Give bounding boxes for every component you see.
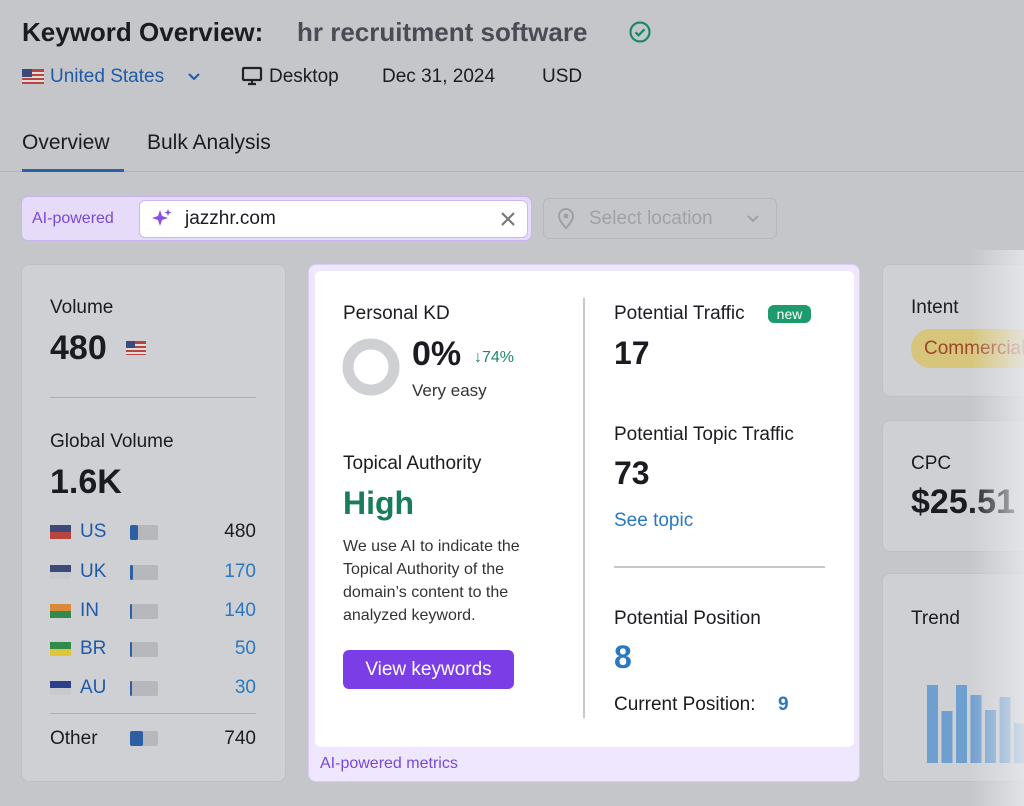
volume-value: 480 [50, 329, 107, 367]
tab-divider [0, 171, 1024, 172]
trend-bar [956, 685, 967, 763]
divider [583, 298, 585, 718]
ta-description: We use AI to indicate the Topical Author… [343, 538, 520, 624]
country-volume[interactable]: 50 [234, 638, 256, 659]
trend-label: Trend [911, 608, 960, 629]
country-volume: 480 [224, 521, 256, 542]
country-code[interactable]: US [80, 521, 107, 542]
volume-label: Volume [50, 297, 114, 318]
us-flag [22, 69, 44, 84]
domain-input[interactable] [139, 200, 528, 238]
kd-difficulty: Very easy [412, 381, 487, 400]
pp-label: Potential Position [614, 608, 761, 629]
pp-value: 8 [614, 639, 632, 675]
kd-label: Personal KD [343, 303, 450, 324]
global-volume-label: Global Volume [50, 431, 174, 452]
country-code[interactable]: IN [80, 600, 99, 621]
pt-value: 17 [614, 335, 650, 371]
tab-overview[interactable]: Overview [22, 131, 110, 154]
pt-label: Potential Traffic [614, 303, 745, 324]
kd-change: ↓74% [474, 349, 515, 366]
tab-underline [22, 169, 124, 172]
location-select[interactable] [543, 198, 777, 239]
ai-badge: AI-powered [32, 210, 114, 227]
divider [50, 713, 256, 714]
current-position-value: 9 [778, 694, 789, 715]
share-bar [130, 604, 133, 619]
country-flag [50, 642, 71, 656]
divider [614, 566, 825, 568]
other-label: Other [50, 728, 98, 749]
us-flag [126, 341, 146, 355]
country-flag [50, 525, 71, 539]
domain: jazzhr.com [185, 208, 276, 229]
country-select[interactable]: United States [50, 66, 165, 87]
trend-bar [927, 685, 938, 763]
current-position-label: Current Position: [614, 694, 756, 715]
kd-value: 0% [412, 335, 462, 373]
ptt-value: 73 [614, 455, 650, 491]
clear-icon[interactable] [499, 210, 517, 228]
share-bar [130, 525, 139, 540]
fade-overlay [970, 250, 1024, 806]
divider [50, 397, 256, 398]
pin-icon [557, 207, 575, 230]
date: Dec 31, 2024 [382, 66, 496, 87]
global-volume-value: 1.6K [50, 463, 122, 501]
view-keywords-button[interactable]: View keywords [343, 650, 514, 689]
ai-metrics-footer: AI-powered metrics [320, 755, 458, 772]
kd-donut [342, 338, 400, 396]
cpc-label: CPC [911, 453, 952, 474]
country-volume[interactable]: 170 [224, 561, 256, 582]
share-bar-track [130, 604, 158, 619]
keyword: hr recruitment software [297, 17, 588, 47]
share-bar [130, 642, 132, 657]
share-bar-track [130, 642, 158, 657]
country-code[interactable]: AU [80, 677, 107, 698]
ta-label: Topical Authority [343, 453, 482, 474]
device: Desktop [269, 66, 339, 87]
share-bar-track [130, 565, 158, 580]
country-flag [50, 681, 71, 695]
sparkle-icon [152, 209, 172, 226]
share-bar [130, 731, 143, 746]
share-bar [130, 565, 133, 580]
country-code[interactable]: UK [80, 561, 107, 582]
other-volume: 740 [224, 728, 256, 749]
chevron [188, 73, 200, 81]
country-flag [50, 604, 71, 618]
country-code[interactable]: BR [80, 638, 107, 659]
trend-bar [941, 711, 953, 763]
currency: USD [542, 66, 583, 87]
page-title: Keyword Overview: [22, 17, 264, 47]
country-volume[interactable]: 30 [234, 677, 256, 698]
verified-icon [629, 21, 651, 43]
desktop-icon [241, 66, 263, 86]
tab-bulk[interactable]: Bulk Analysis [147, 131, 271, 154]
share-bar-track [130, 681, 158, 696]
country-flag [50, 565, 71, 579]
see-topic-link[interactable]: See topic [614, 510, 694, 531]
ta-value: High [343, 485, 415, 521]
chevron [747, 215, 759, 223]
intent-label: Intent [911, 297, 959, 318]
new-badge: new [768, 305, 811, 323]
share-bar [130, 681, 132, 696]
country-volume[interactable]: 140 [224, 600, 256, 621]
location-placeholder: Select location [589, 208, 713, 229]
ptt-label: Potential Topic Traffic [614, 424, 794, 445]
